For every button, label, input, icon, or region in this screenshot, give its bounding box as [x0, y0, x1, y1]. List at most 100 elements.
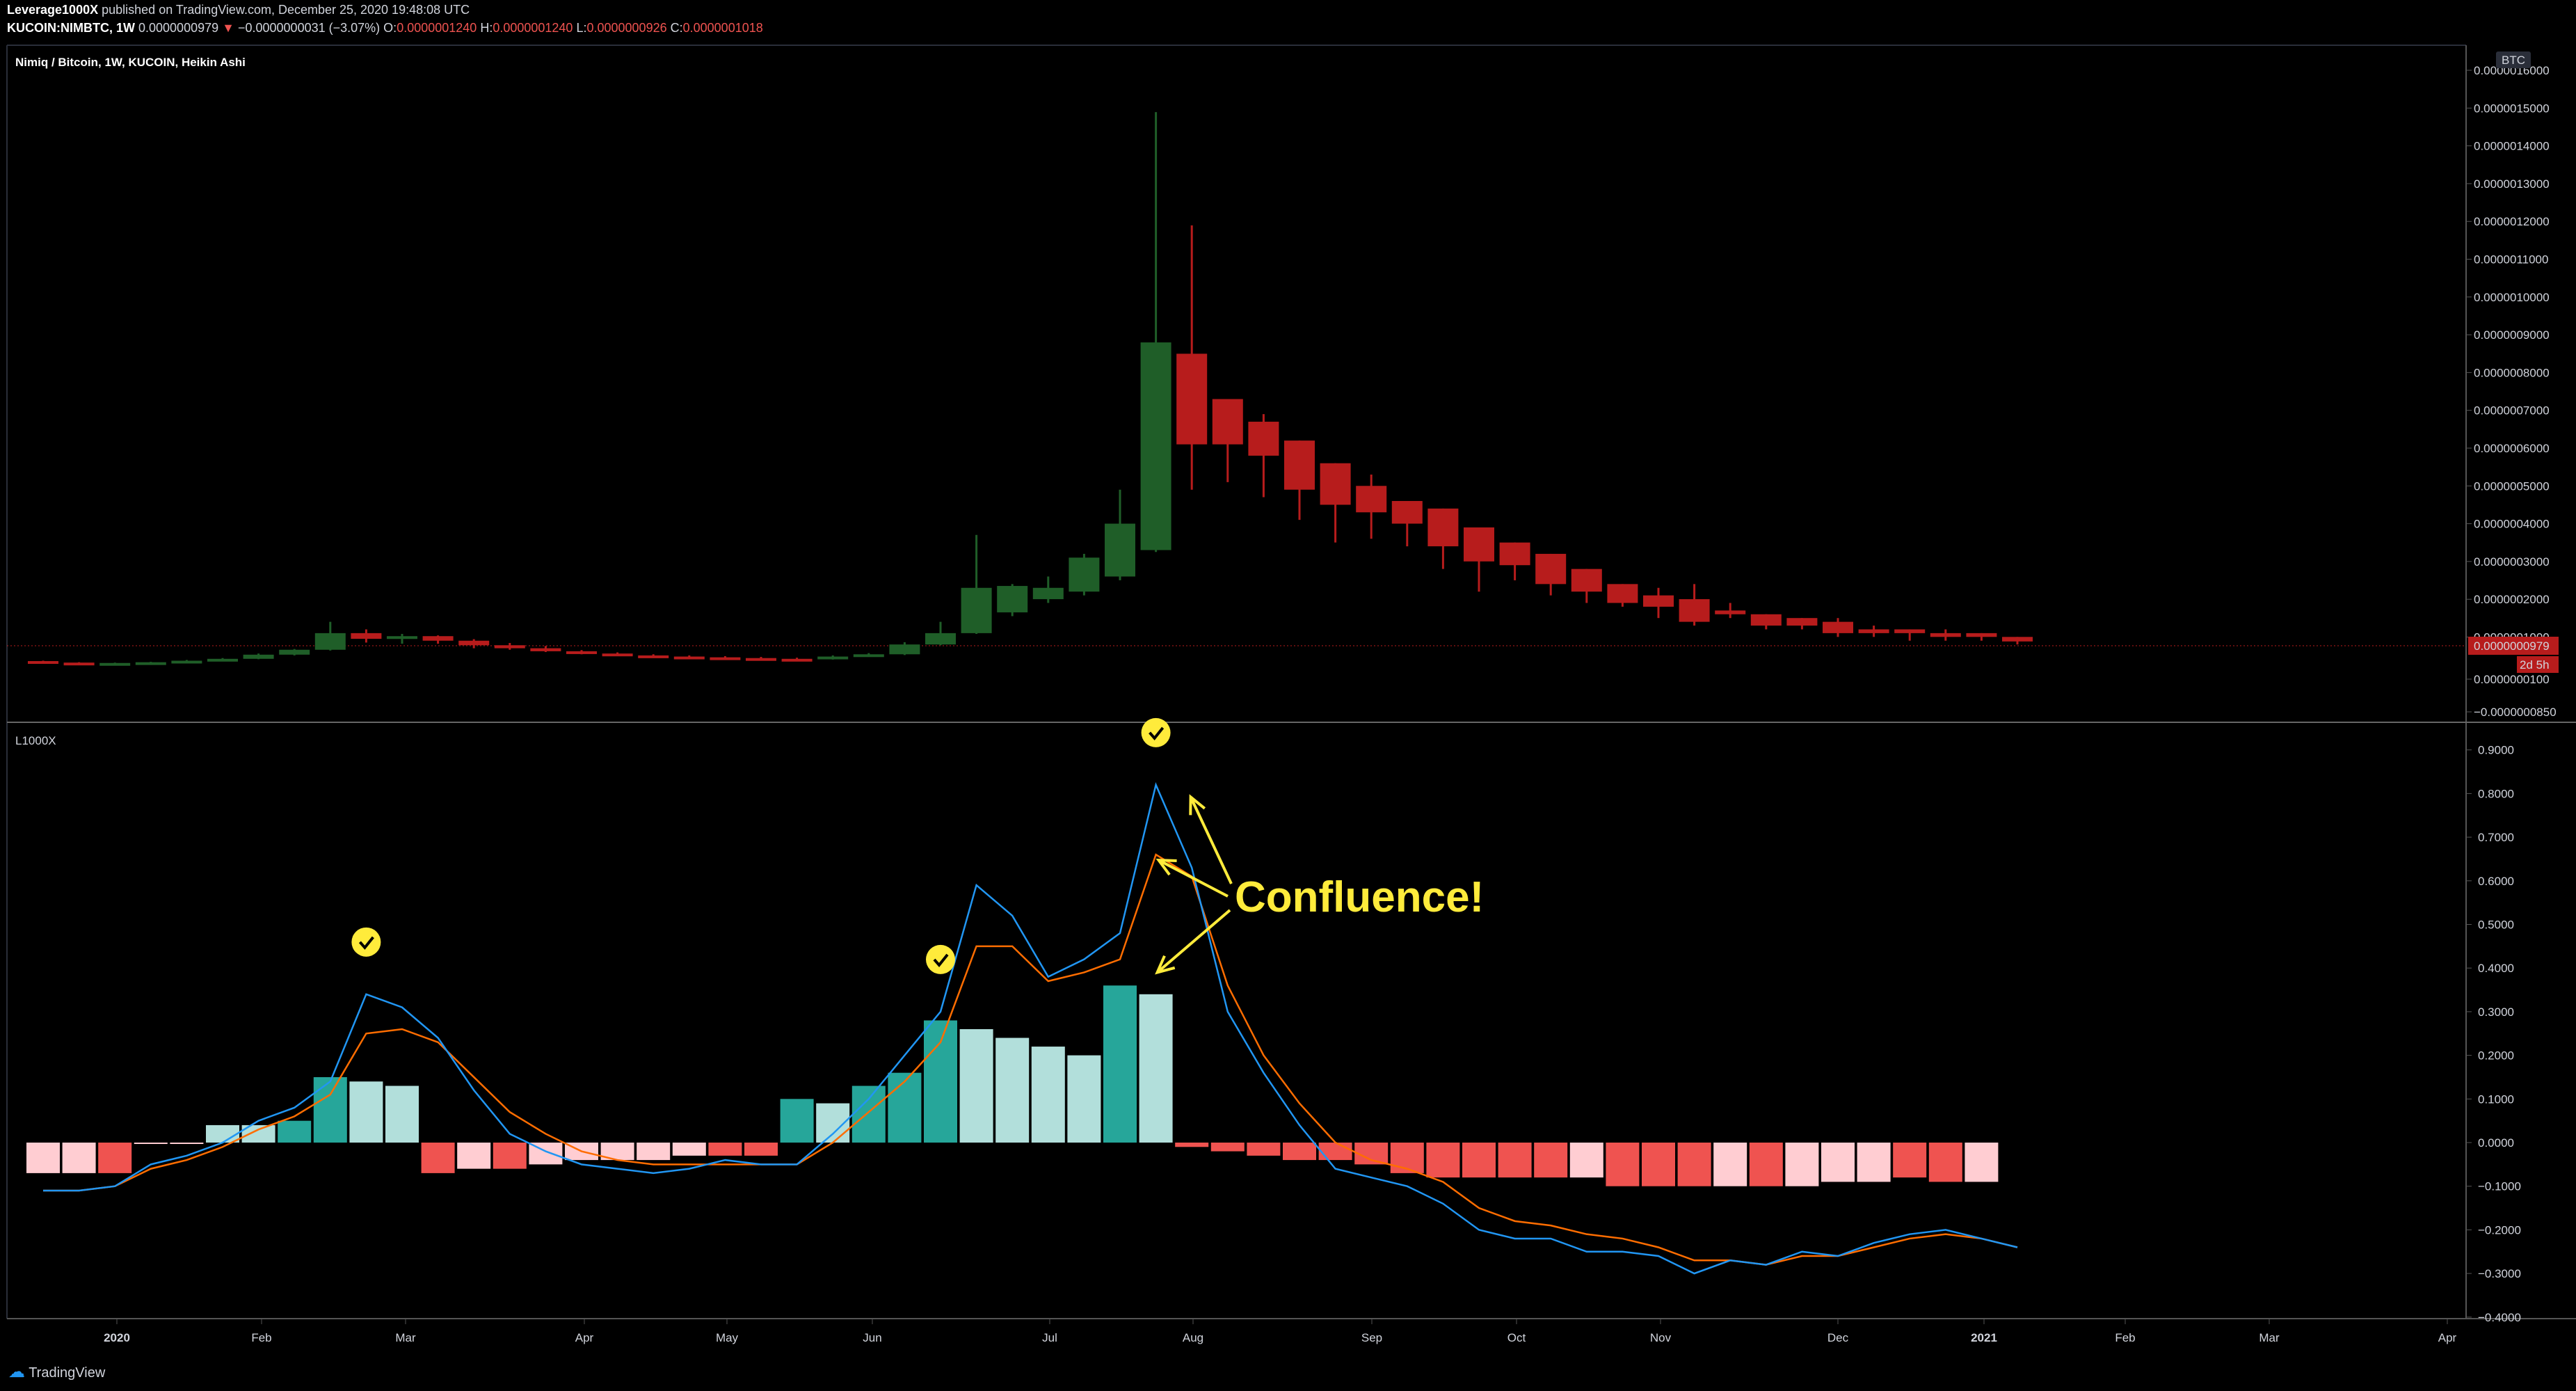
last-price: 0.0000000979: [138, 21, 219, 35]
cloud-icon: ☁: [8, 1362, 25, 1381]
candle: [638, 654, 669, 658]
osc-tick-label: 0.5000: [2478, 919, 2514, 932]
high-value: 0.0000001240: [493, 21, 573, 35]
candle-body: [1212, 399, 1243, 445]
candle-body: [422, 636, 454, 641]
candle: [602, 652, 633, 657]
arrow-head: [1155, 859, 1177, 876]
price-axis[interactable]: 0.0000016000 0.0000015000 0.0000014000 0.00…: [2466, 51, 2557, 719]
histogram-bar: [170, 1143, 204, 1144]
candle-body: [1069, 557, 1100, 592]
candle: [1212, 399, 1243, 482]
candle-body: [494, 645, 525, 649]
oscillator-axis[interactable]: 0.9000 0.8000 0.7000 0.6000 0.5000 0.4000 0.30…: [2466, 744, 2521, 1324]
osc-tick-label: 0.6000: [2478, 875, 2514, 888]
histogram-bar: [349, 1081, 383, 1143]
histogram-bar: [1426, 1143, 1460, 1178]
time-tick-label: Dec: [1827, 1331, 1849, 1344]
candle: [781, 658, 813, 662]
annotation-arrow: [1155, 909, 1231, 975]
time-axis[interactable]: 2020 Feb Mar Apr May Jun Jul Aug Sep Oct Nov Dec 202…: [104, 1319, 2457, 1344]
candle: [63, 662, 95, 666]
candle-body: [1643, 595, 1674, 607]
price-badges: 0.0000000979 2d 5h: [2468, 637, 2559, 673]
price-tick-label: 0.0000014000: [2474, 140, 2550, 153]
candle-body: [638, 655, 669, 658]
candle: [889, 642, 920, 655]
candle-body: [566, 651, 597, 654]
high-label: H:: [480, 21, 493, 35]
candle: [710, 655, 741, 660]
time-tick-label: Sep: [1361, 1331, 1382, 1344]
price-tick-label: 0.0000010000: [2474, 291, 2550, 304]
candle-body: [673, 656, 705, 660]
candle-body: [1140, 342, 1171, 550]
candle-body: [710, 657, 741, 660]
candle-body: [279, 649, 310, 655]
countdown-badge: [2517, 656, 2559, 673]
candle-body: [961, 587, 992, 633]
histogram-bar: [1857, 1143, 1891, 1182]
time-tick-label: Apr: [575, 1331, 594, 1344]
price-tick-label: 0.0000006000: [2474, 442, 2550, 455]
candle: [1499, 542, 1530, 580]
low-label: L:: [576, 21, 587, 35]
candle-body: [1176, 353, 1208, 445]
candle: [1930, 629, 1961, 641]
candle-body: [207, 658, 238, 662]
check-mark: [933, 953, 949, 968]
histogram-bar: [1031, 1047, 1065, 1143]
time-tick-label: 2021: [1971, 1331, 1997, 1344]
histogram-bar: [1103, 985, 1137, 1143]
candle: [566, 650, 597, 655]
candle: [1248, 414, 1279, 498]
histogram-bar: [1821, 1143, 1855, 1182]
histogram-bar: [1318, 1143, 1352, 1161]
candle: [351, 629, 382, 643]
candle: [279, 649, 310, 655]
candle: [1571, 569, 1602, 603]
check-circle: [1141, 717, 1171, 747]
candle-body: [1679, 599, 1710, 622]
osc-tick-label: −0.3000: [2478, 1267, 2521, 1280]
candle-body: [1750, 614, 1782, 626]
check-circle-icon: [1141, 717, 1171, 747]
price-tick-label: 0.0000008000: [2474, 366, 2550, 379]
price-tick-label: 0.0000012000: [2474, 215, 2550, 228]
histogram-bar: [1928, 1143, 1962, 1182]
histogram-bar: [493, 1143, 527, 1169]
candle-body: [1894, 629, 1926, 633]
candle-body: [1356, 486, 1387, 513]
arrow-shaft: [1158, 859, 1229, 898]
osc-tick-label: 0.1000: [2478, 1092, 2514, 1106]
candle: [997, 584, 1028, 617]
candle: [171, 660, 202, 664]
price-tick-label: 0.0000007000: [2474, 404, 2550, 418]
time-tick-label: Jul: [1042, 1331, 1057, 1344]
candle: [28, 660, 58, 665]
histogram-bar: [1534, 1143, 1568, 1178]
histogram-bar: [959, 1028, 993, 1143]
candle-body: [1391, 500, 1423, 524]
close-value: 0.0000001018: [682, 21, 763, 35]
main-pane-title: Nimiq / Bitcoin, 1W, KUCOIN, Heikin Ashi: [15, 56, 246, 69]
arrow-head: [1189, 794, 1206, 816]
candle: [1391, 500, 1423, 547]
candle: [99, 662, 131, 666]
histogram-bar: [1462, 1143, 1496, 1178]
candle: [1715, 603, 1746, 619]
candle: [1607, 584, 1638, 607]
candle: [1786, 618, 1818, 630]
candle: [1535, 553, 1567, 596]
publisher-name[interactable]: Leverage1000X: [7, 3, 99, 17]
histogram-bar: [708, 1143, 742, 1156]
histogram-bar: [744, 1143, 778, 1156]
tradingview-logo[interactable]: ☁ TradingView: [8, 1362, 105, 1382]
candle-body: [351, 633, 382, 639]
price-tick-label: 0.0000003000: [2474, 555, 2550, 569]
down-arrow-icon: ▼: [222, 21, 234, 35]
candle-body: [314, 633, 346, 650]
indicator-pane-title: L1000X: [15, 734, 56, 747]
candle-body: [1284, 440, 1315, 490]
